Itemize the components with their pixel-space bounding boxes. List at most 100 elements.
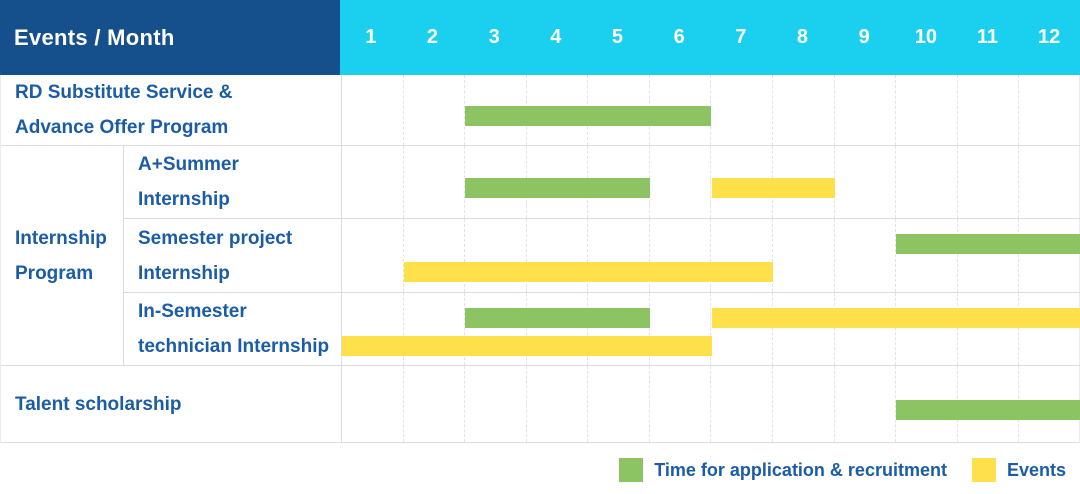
month-gridline-cell: [342, 366, 404, 442]
month-gridline-cell: [773, 219, 835, 292]
month-gridline-cell: [835, 219, 897, 292]
month-gridline-cell: [1019, 219, 1080, 292]
row-chart-talent-scholarship: [341, 365, 1080, 442]
bar-yellow-m1-m6: [342, 336, 712, 356]
month-gridline-cell: [465, 293, 527, 365]
month-gridline-cell: [1019, 293, 1080, 365]
month-gridline-cell: [835, 75, 897, 145]
month-gridline-cell: [773, 293, 835, 365]
month-gridline-cell: [835, 146, 897, 218]
bar-yellow-m7-m12: [711, 308, 1080, 328]
month-header-1: 1: [365, 26, 377, 48]
row-chart-a-plus-summer-internship: [341, 145, 1080, 218]
month-gridline-cell: [527, 366, 589, 442]
month-gridline-cell: [588, 293, 650, 365]
month-gridline-cell: [958, 75, 1020, 145]
month-gridline-cell: [650, 146, 712, 218]
label-line: Talent scholarship: [15, 393, 182, 415]
month-gridline-cell: [342, 146, 404, 218]
month-header-9: 9: [858, 26, 870, 48]
month-gridline-cell: [958, 146, 1020, 218]
month-header-8: 8: [796, 26, 809, 48]
month-gridline-cell: [650, 366, 712, 442]
month-gridline-cell: [835, 293, 897, 365]
month-gridline-cell: [465, 366, 527, 442]
row-label-rd-substitute-service: RD Substitute Service & Advance Offer Pro…: [1, 75, 341, 145]
month-gridline-cell: [465, 219, 527, 292]
month-gridline-cell: [588, 366, 650, 442]
label-line: technician Internship: [138, 336, 330, 357]
month-gridline-cell: [650, 293, 712, 365]
month-gridlines: [342, 219, 1080, 292]
legend-item-green: Time for application & recruitment: [619, 458, 947, 482]
label-line: Program: [15, 262, 94, 284]
label-line: A+Summer: [138, 154, 239, 175]
legend-swatch-yellow: [971, 458, 996, 482]
month-header-2: 2: [426, 26, 439, 48]
month-gridline-cell: [404, 293, 466, 365]
row-chart-rd-substitute-service: [341, 75, 1080, 145]
row-chart-semester-project-internship: [341, 218, 1080, 292]
row-label-in-semester-technician-internship: In-Semester technician Internship: [124, 292, 341, 365]
month-header-12: 12: [1038, 26, 1061, 48]
month-header-5: 5: [611, 26, 624, 48]
month-gridline-cell: [588, 219, 650, 292]
label-line: RD Substitute Service &: [15, 82, 233, 103]
legend-label: Time for application & recruitment: [654, 459, 947, 480]
month-gridline-cell: [1019, 75, 1080, 145]
legend-label: Events: [1006, 459, 1066, 480]
month-header-4: 4: [550, 26, 562, 48]
group-cell-internship-program: Internship Program: [1, 145, 124, 365]
bar-green-m3-m5: [465, 178, 650, 198]
month-gridline-cell: [342, 293, 404, 365]
month-gridline-cell: [958, 219, 1020, 292]
label-line: Internship: [15, 227, 107, 249]
month-gridline-cell: [773, 366, 835, 442]
month-gridline-cell: [896, 75, 958, 145]
bar-yellow-m7-m8: [711, 178, 835, 198]
bar-green-m3-m6: [465, 106, 712, 126]
month-gridline-cell: [404, 75, 466, 145]
month-header-6: 6: [673, 26, 685, 48]
month-gridline-cell: [896, 146, 958, 218]
month-gridlines: [342, 293, 1080, 365]
month-gridline-cell: [342, 219, 404, 292]
month-header-7: 7: [735, 26, 747, 48]
bar-green-m10-m12: [896, 400, 1080, 420]
legend-swatch-green: [619, 458, 644, 482]
month-gridline-cell: [527, 219, 589, 292]
month-gridline-cell: [404, 146, 466, 218]
row-label-a-plus-summer-internship: A+Summer Internship: [124, 145, 341, 218]
month-gridline-cell: [835, 366, 897, 442]
month-gridline-cell: [711, 75, 774, 145]
month-gridline-cell: [958, 293, 1020, 365]
bar-yellow-m2-m7: [403, 262, 774, 282]
month-gridline-cell: [711, 366, 774, 442]
schedule-table-body: RD Substitute Service & Advance Offer Pro…: [0, 75, 1080, 443]
month-gridline-cell: [773, 75, 835, 145]
month-gridline-cell: [1019, 146, 1080, 218]
month-gridline-cell: [527, 293, 589, 365]
month-gridline-cell: [650, 219, 712, 292]
table-header: Events / Month 1 2 3 4 5 6 7 8 9 10 11 12: [0, 0, 1080, 75]
legend-item-yellow: Events: [971, 458, 1066, 482]
month-header-11: 11: [976, 26, 999, 48]
events-month-header-cell: Events / Month: [0, 0, 340, 75]
row-label-semester-project-internship: Semester project Internship: [124, 218, 341, 292]
month-gridline-cell: [404, 219, 466, 292]
month-gridline-cell: [711, 293, 774, 365]
bar-green-m3-m5: [465, 308, 650, 328]
month-gridline-cell: [342, 75, 404, 145]
row-label-talent-scholarship: Talent scholarship: [1, 365, 341, 442]
month-gridline-cell: [896, 219, 958, 292]
month-header-row: 1 2 3 4 5 6 7 8 9 10 11 12: [340, 0, 1080, 75]
label-line: Internship: [138, 189, 230, 210]
month-header-10: 10: [914, 26, 937, 48]
label-line: In-Semester: [138, 301, 247, 322]
bar-green-m10-m12: [896, 234, 1080, 254]
row-chart-in-semester-technician-internship: [341, 292, 1080, 365]
label-line: Advance Offer Program: [15, 117, 229, 138]
month-header-3: 3: [488, 26, 500, 48]
legend: Time for application & recruitment Events: [0, 443, 1080, 494]
